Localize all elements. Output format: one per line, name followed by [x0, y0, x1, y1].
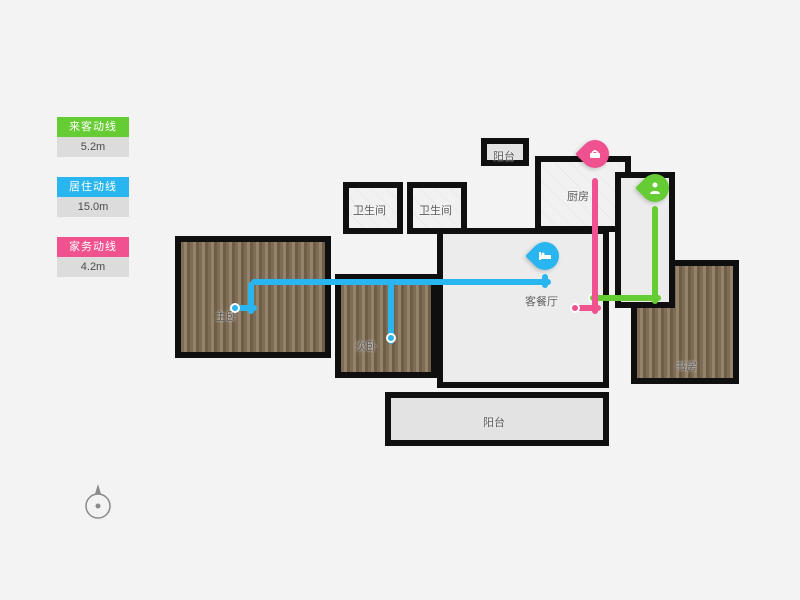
- path-dot: [570, 303, 580, 313]
- room-label-study: 书房: [675, 358, 697, 374]
- path-marker-bed-icon: [531, 242, 559, 278]
- path-dot: [386, 333, 396, 343]
- room-label-balcony2: 阳台: [483, 414, 505, 430]
- room-label-bath2: 卫生间: [419, 202, 452, 218]
- path-segment: [652, 206, 658, 304]
- path-segment: [251, 279, 551, 285]
- legend: 来客动线 5.2m 居住动线 15.0m 家务动线 4.2m: [57, 117, 129, 297]
- room-label-bath1: 卫生间: [353, 202, 386, 218]
- legend-value-house: 4.2m: [57, 257, 129, 277]
- legend-value-living: 15.0m: [57, 197, 129, 217]
- legend-label-house: 家务动线: [57, 237, 129, 257]
- path-marker-person-icon: [641, 174, 669, 210]
- compass-icon: [82, 484, 114, 520]
- legend-label-guest: 来客动线: [57, 117, 129, 137]
- path-dot: [230, 303, 240, 313]
- room-label-balcony1: 阳台: [493, 148, 515, 164]
- room-label-second: 次卧: [355, 338, 377, 354]
- room-second: [335, 274, 437, 378]
- room-label-living: 客餐厅: [525, 293, 558, 309]
- legend-item-living: 居住动线 15.0m: [57, 177, 129, 217]
- legend-label-living: 居住动线: [57, 177, 129, 197]
- path-marker-pot-icon: [581, 140, 609, 176]
- legend-value-guest: 5.2m: [57, 137, 129, 157]
- path-segment: [593, 295, 661, 301]
- room-label-kitchen: 厨房: [567, 188, 589, 204]
- floor-plan: 客餐厅厨房阳台卫生间卫生间主卧次卧书房阳台: [175, 138, 750, 473]
- legend-item-guest: 来客动线 5.2m: [57, 117, 129, 157]
- path-segment: [592, 178, 598, 314]
- legend-item-house: 家务动线 4.2m: [57, 237, 129, 277]
